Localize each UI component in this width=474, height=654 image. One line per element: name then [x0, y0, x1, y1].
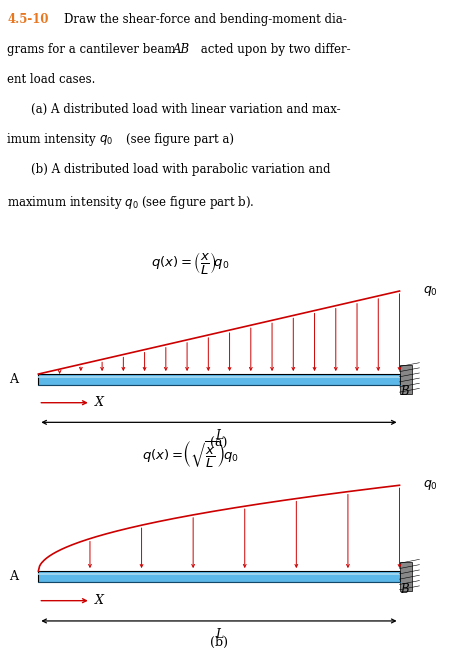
Text: $q_0$: $q_0$ [99, 133, 113, 147]
Text: $q_0$: $q_0$ [423, 478, 438, 492]
Text: ent load cases.: ent load cases. [7, 73, 95, 86]
Text: (see figure part a): (see figure part a) [126, 133, 234, 146]
Text: A: A [9, 570, 18, 583]
Text: B: B [401, 583, 409, 596]
Text: L: L [215, 628, 223, 641]
Bar [38, 376, 400, 378]
Bar [38, 573, 400, 576]
Bar [38, 374, 400, 385]
Text: Draw the shear-force and bending-moment dia-: Draw the shear-force and bending-moment … [64, 13, 347, 26]
Text: X: X [94, 396, 103, 409]
Text: (b): (b) [210, 636, 228, 649]
Text: (a) A distributed load with linear variation and max-: (a) A distributed load with linear varia… [31, 103, 340, 116]
Text: L: L [215, 429, 223, 442]
Bar [400, 562, 412, 591]
Text: (a): (a) [210, 437, 228, 450]
Text: X: X [94, 594, 103, 607]
Text: $q(x) = \!\left(\sqrt{\dfrac{x}{L}}\right)\! q_0$: $q(x) = \!\left(\sqrt{\dfrac{x}{L}}\righ… [142, 439, 238, 470]
Text: maximum intensity $q_0$ (see figure part b).: maximum intensity $q_0$ (see figure part… [7, 194, 255, 211]
Bar [400, 365, 412, 394]
Text: $q(x) = \left(\dfrac{x}{L}\right)\! q_0$: $q(x) = \left(\dfrac{x}{L}\right)\! q_0$ [151, 250, 229, 276]
Text: imum intensity: imum intensity [7, 133, 100, 146]
Text: grams for a cantilever beam: grams for a cantilever beam [7, 43, 179, 56]
Text: acted upon by two differ-: acted upon by two differ- [197, 43, 350, 56]
Text: AB: AB [173, 43, 190, 56]
Bar [38, 571, 400, 582]
Text: A: A [9, 373, 18, 386]
Text: (b) A distributed load with parabolic variation and: (b) A distributed load with parabolic va… [31, 164, 330, 177]
Text: 4.5-10: 4.5-10 [7, 13, 49, 26]
Text: B: B [401, 385, 409, 398]
Text: $q_0$: $q_0$ [423, 284, 438, 298]
